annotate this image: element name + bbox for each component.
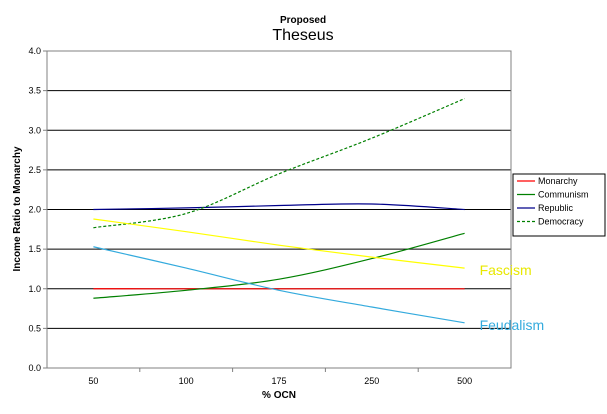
legend-box	[512, 173, 606, 237]
series-lines	[93, 98, 465, 324]
x-tick-label: 175	[271, 376, 286, 386]
series-annotations: Fascism Feudalism	[480, 262, 545, 333]
legend-label-democracy: Democracy	[538, 217, 584, 227]
series-line-democracy	[93, 98, 465, 229]
y-tick-label: 1.0	[28, 284, 41, 294]
x-tick-label: 100	[179, 376, 194, 386]
series-line-communism	[93, 232, 465, 299]
x-axis: 50 100 175 250 500	[88, 368, 472, 386]
legend-label-communism: Communism	[538, 190, 589, 200]
legend-label-republic: Republic	[538, 203, 574, 213]
y-tick-label: 3.0	[28, 125, 41, 135]
legend: Monarchy Communism Republic Democracy	[512, 173, 606, 237]
y-axis: 0.0 0.5 1.0 1.5 2.0 2.5 3.0 3.5 4.0	[28, 46, 47, 373]
x-axis-label: % OCN	[262, 390, 296, 401]
series-label-feudalism: Feudalism	[480, 317, 545, 333]
y-tick-label: 0.5	[28, 323, 41, 333]
y-tick-label: 2.5	[28, 165, 41, 175]
legend-label-monarchy: Monarchy	[538, 176, 578, 186]
series-line-republic	[93, 203, 465, 211]
chart-title: Proposed	[280, 15, 326, 26]
y-tick-label: 2.0	[28, 205, 41, 215]
series-label-fascism: Fascism	[480, 262, 532, 278]
y-tick-label: 4.0	[28, 46, 41, 56]
x-tick-label: 500	[457, 376, 472, 386]
y-axis-label: Income Ratio to Monarchy	[12, 146, 23, 271]
y-tick-label: 1.5	[28, 244, 41, 254]
x-tick-label: 50	[88, 376, 98, 386]
y-tick-label: 0.0	[28, 363, 41, 373]
series-line-fascism	[93, 218, 465, 269]
series-line-feudalism	[93, 246, 465, 324]
x-tick-label: 250	[364, 376, 379, 386]
y-tick-label: 3.5	[28, 86, 41, 96]
chart-subtitle: Theseus	[272, 27, 333, 44]
